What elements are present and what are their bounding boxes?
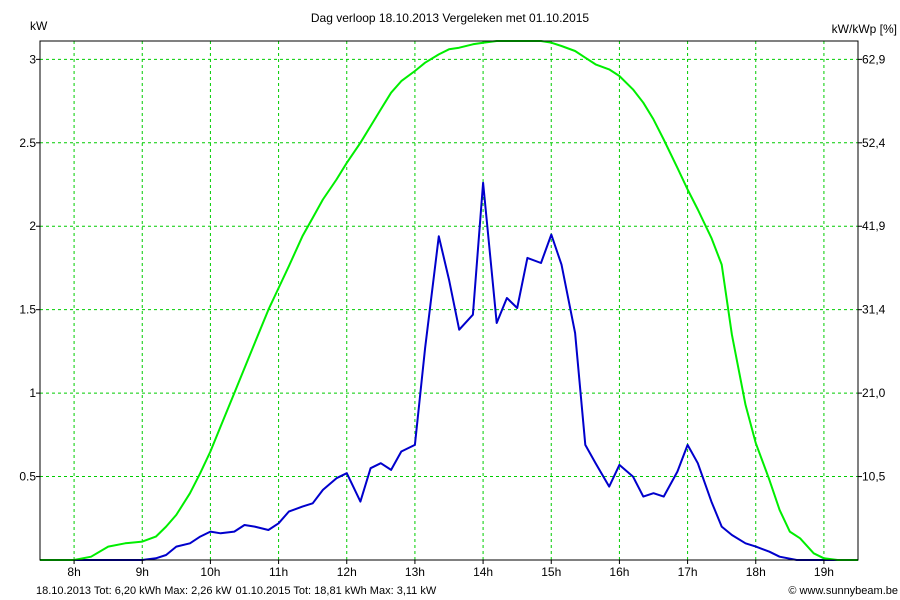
ticks: 8h 9h 10h 11h 12h 13h 14h 15h 16h 17h 18h 19h 0.5 10,… xyxy=(19,52,885,579)
x-tick-label: 9h xyxy=(136,565,149,579)
y2-tick-label: 41,9 xyxy=(862,219,886,233)
x-tick-label: 11h xyxy=(269,565,288,579)
x-tick-label: 12h xyxy=(337,565,357,579)
credit-text: © www.sunnybeam.be xyxy=(788,585,898,597)
legend-series-2015: 01.10.2015 Tot: 18,81 kWh Max: 3,11 kW xyxy=(235,585,436,597)
legend-series-2013: 18.10.2013 Tot: 6,20 kWh Max: 2,26 kW xyxy=(36,585,232,597)
x-tick-label: 17h xyxy=(678,565,698,579)
series-lines xyxy=(40,40,858,561)
y-axis-left-unit: kW xyxy=(30,19,48,33)
x-tick-label: 16h xyxy=(609,565,629,579)
y2-tick-label: 52,4 xyxy=(862,136,886,150)
plot-frame xyxy=(39,40,859,561)
y-tick-label: 1.5 xyxy=(19,303,36,317)
y-tick-label: 3 xyxy=(29,52,36,66)
x-tick-label: 8h xyxy=(67,565,80,579)
y2-tick-label: 31,4 xyxy=(862,303,886,317)
y-axis-right-unit: kW/kWp [%] xyxy=(832,22,897,36)
y-tick-label: 0.5 xyxy=(19,470,36,484)
y-tick-label: 2 xyxy=(29,219,36,233)
x-tick-label: 13h xyxy=(405,565,425,579)
x-tick-label: 15h xyxy=(541,565,561,579)
y2-tick-label: 62,9 xyxy=(862,52,886,66)
y-tick-label: 1 xyxy=(29,386,36,400)
y2-tick-label: 21,0 xyxy=(862,386,886,400)
y-tick-label: 2.5 xyxy=(19,136,36,150)
x-tick-label: 10h xyxy=(200,565,220,579)
x-tick-label: 19h xyxy=(814,565,834,579)
x-tick-label: 14h xyxy=(473,565,493,579)
chart-title: Dag verloop 18.10.2013 Vergeleken met 01… xyxy=(311,11,590,25)
line-series-2015 xyxy=(40,40,858,561)
x-tick-label: 18h xyxy=(746,565,766,579)
grid xyxy=(40,41,858,560)
y2-tick-label: 10,5 xyxy=(862,470,886,484)
line-series-2013 xyxy=(40,181,858,561)
